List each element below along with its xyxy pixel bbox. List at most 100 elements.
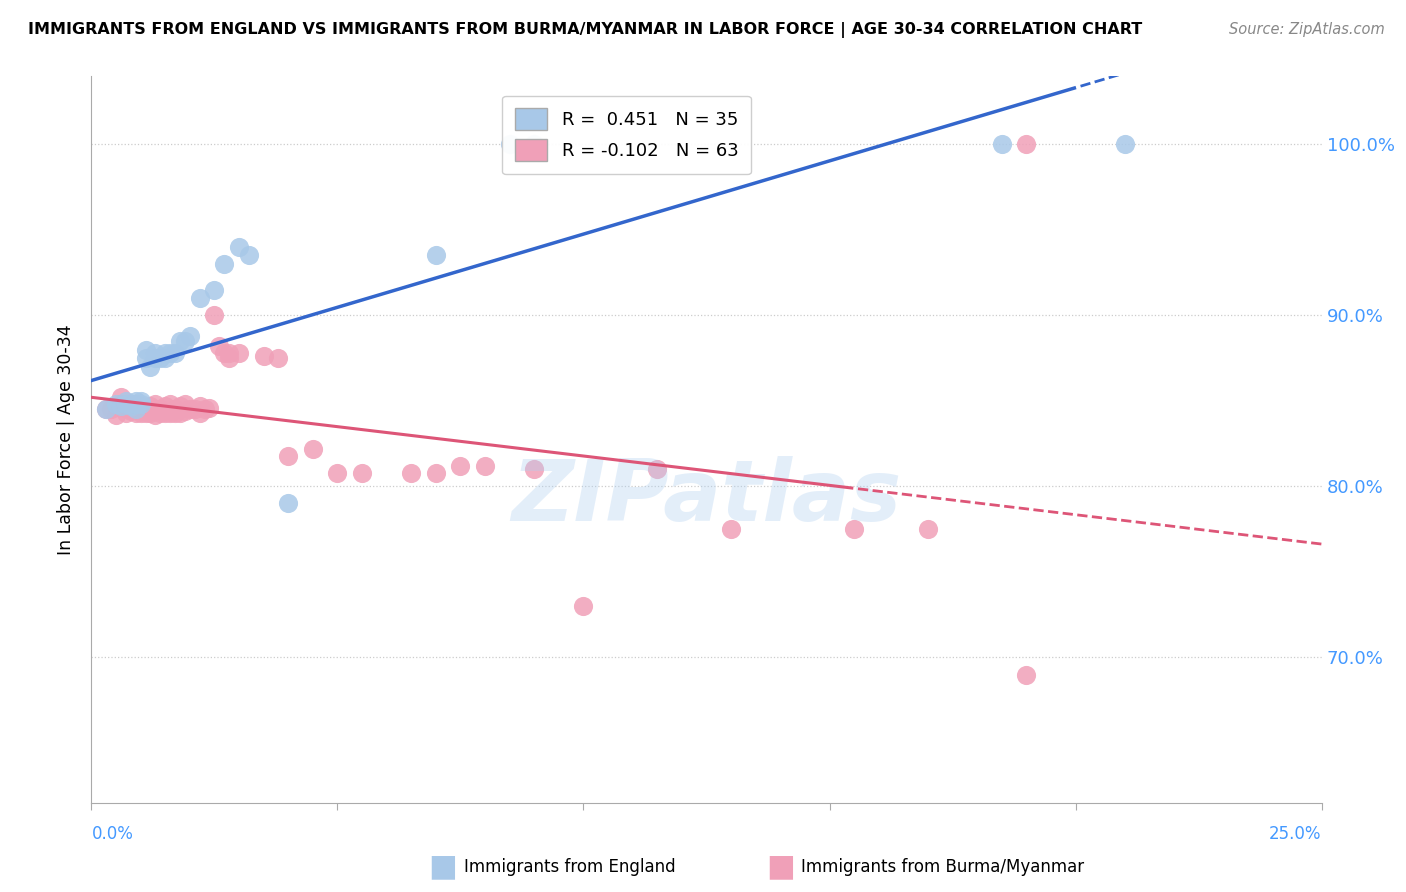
Point xyxy=(139,406,162,420)
Point xyxy=(399,466,422,480)
Point xyxy=(114,393,138,408)
Point xyxy=(990,137,1012,152)
Point xyxy=(267,351,290,365)
Point xyxy=(124,397,146,411)
Point xyxy=(129,393,152,408)
Point xyxy=(145,351,166,365)
Point xyxy=(163,346,186,360)
Point xyxy=(169,406,191,420)
Point xyxy=(208,339,231,353)
Point xyxy=(352,466,374,480)
Point xyxy=(114,397,138,411)
Point xyxy=(159,397,181,411)
Point xyxy=(212,257,235,271)
Point xyxy=(188,406,211,420)
Point xyxy=(474,458,496,473)
Point xyxy=(169,334,191,348)
Point xyxy=(188,291,211,305)
Point xyxy=(120,397,142,411)
Point xyxy=(139,399,162,413)
Point xyxy=(135,406,156,420)
Point xyxy=(145,402,166,417)
Point xyxy=(145,346,166,360)
Point xyxy=(153,346,177,360)
Point xyxy=(124,402,146,417)
Point xyxy=(1114,137,1136,152)
Point xyxy=(277,496,299,510)
Point xyxy=(174,404,197,418)
Point xyxy=(110,391,132,405)
Point xyxy=(193,402,217,417)
Point xyxy=(720,522,742,536)
Legend: R =  0.451   N = 35, R = -0.102   N = 63: R = 0.451 N = 35, R = -0.102 N = 63 xyxy=(502,95,751,174)
Text: 0.0%: 0.0% xyxy=(91,825,134,843)
Point xyxy=(183,402,207,417)
Point xyxy=(124,402,146,417)
Point xyxy=(572,599,595,613)
Point xyxy=(105,408,127,422)
Point xyxy=(301,442,323,456)
Point xyxy=(124,406,146,420)
Text: Source: ZipAtlas.com: Source: ZipAtlas.com xyxy=(1229,22,1385,37)
Point xyxy=(110,397,132,411)
Point xyxy=(120,404,142,418)
Point xyxy=(198,401,221,415)
Point xyxy=(129,406,152,420)
Point xyxy=(449,458,471,473)
Point xyxy=(135,343,156,357)
Y-axis label: In Labor Force | Age 30-34: In Labor Force | Age 30-34 xyxy=(58,324,76,555)
Point xyxy=(153,406,177,420)
Point xyxy=(120,399,142,413)
Text: 25.0%: 25.0% xyxy=(1270,825,1322,843)
Point xyxy=(124,397,146,411)
Point xyxy=(218,351,240,365)
Point xyxy=(212,346,235,360)
Text: ■: ■ xyxy=(429,853,457,881)
Point xyxy=(179,402,201,417)
Point xyxy=(498,137,520,152)
Point xyxy=(149,351,172,365)
Point xyxy=(179,328,201,343)
Point xyxy=(523,462,546,476)
Point xyxy=(105,397,127,411)
Point xyxy=(129,397,152,411)
Point xyxy=(149,406,172,420)
Point xyxy=(228,346,250,360)
Point xyxy=(129,399,152,413)
Point xyxy=(425,466,447,480)
Point xyxy=(145,408,166,422)
Point xyxy=(174,334,197,348)
Point xyxy=(917,522,939,536)
Point xyxy=(145,397,166,411)
Point xyxy=(153,351,177,365)
Point xyxy=(139,359,162,374)
Point xyxy=(1015,137,1038,152)
Point xyxy=(114,401,138,415)
Point xyxy=(277,449,299,463)
Point xyxy=(202,308,225,322)
Point xyxy=(100,402,122,417)
Point xyxy=(96,402,117,417)
Text: ZIPatlas: ZIPatlas xyxy=(512,456,901,539)
Point xyxy=(1015,667,1038,681)
Point xyxy=(228,240,250,254)
Point xyxy=(238,248,260,262)
Point xyxy=(326,466,349,480)
Point xyxy=(425,248,447,262)
Point xyxy=(523,137,546,152)
Point xyxy=(163,406,186,420)
Point xyxy=(135,351,156,365)
Point xyxy=(163,402,186,417)
Point xyxy=(153,399,177,413)
Point xyxy=(202,283,225,297)
Point xyxy=(96,402,117,417)
Point xyxy=(188,399,211,413)
Point xyxy=(114,406,138,420)
Text: Immigrants from Burma/Myanmar: Immigrants from Burma/Myanmar xyxy=(801,858,1084,876)
Text: IMMIGRANTS FROM ENGLAND VS IMMIGRANTS FROM BURMA/MYANMAR IN LABOR FORCE | AGE 30: IMMIGRANTS FROM ENGLAND VS IMMIGRANTS FR… xyxy=(28,22,1142,38)
Point xyxy=(159,346,181,360)
Text: ■: ■ xyxy=(766,853,794,881)
Point xyxy=(253,349,276,363)
Point xyxy=(124,393,146,408)
Point xyxy=(174,397,197,411)
